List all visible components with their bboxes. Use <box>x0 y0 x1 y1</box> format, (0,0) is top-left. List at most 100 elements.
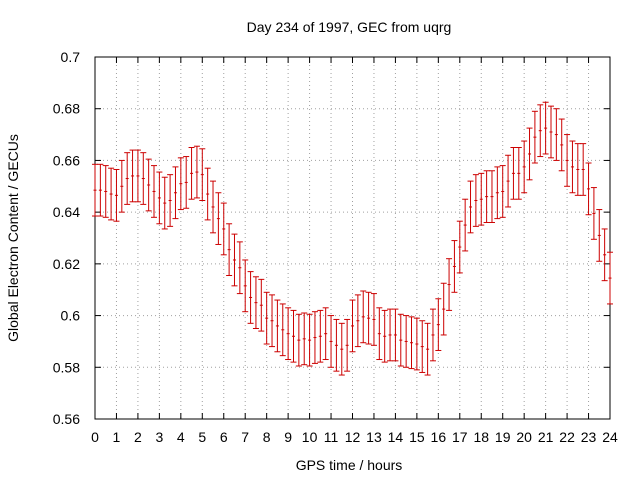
chart-title: Day 234 of 1997, GEC from uqrg <box>247 19 452 35</box>
x-tick-label: 12 <box>345 429 361 445</box>
x-tick-label: 1 <box>113 429 121 445</box>
x-tick-label: 6 <box>220 429 228 445</box>
error-bar-point <box>564 134 571 187</box>
error-bar-point <box>295 313 302 367</box>
error-bar-point <box>349 299 356 353</box>
x-tick-label: 19 <box>495 429 511 445</box>
error-bar-point <box>467 180 474 234</box>
y-axis-label: Global Electron Content / GECUs <box>5 134 21 342</box>
error-bar-point <box>263 291 270 345</box>
error-bar-point <box>537 104 544 158</box>
error-bar-point <box>269 294 276 348</box>
error-bar-point <box>376 307 383 361</box>
error-bar-point <box>193 145 200 199</box>
error-bar-point <box>451 240 458 293</box>
x-tick-label: 3 <box>155 429 163 445</box>
error-bar-point <box>440 282 447 336</box>
error-bar-point <box>129 149 136 203</box>
error-bar-point <box>161 176 168 230</box>
error-bar-point <box>494 166 501 220</box>
x-tick-label: 8 <box>263 429 271 445</box>
tick-labels: 0 1 2 3 4 5 6 7 8 9 10 11 12 13 14 15 16 17 18 19 20 21 22 23 24… <box>53 49 618 445</box>
error-bar-point <box>317 309 324 363</box>
error-bar-point <box>413 317 420 371</box>
error-bar-point <box>151 165 158 218</box>
error-bar-point <box>397 313 404 367</box>
error-bar-point <box>285 307 292 361</box>
x-tick-label: 7 <box>241 429 249 445</box>
x-tick-label: 2 <box>134 429 142 445</box>
error-bar-point <box>156 171 163 225</box>
error-bar-point <box>531 110 538 164</box>
y-tick-label: 0.66 <box>53 152 80 168</box>
error-bar-point <box>483 170 490 223</box>
y-tick-label: 0.62 <box>53 256 80 272</box>
error-bar-point <box>274 299 281 353</box>
error-bar-point <box>113 168 120 222</box>
error-bar-point <box>220 202 227 256</box>
y-tick-label: 0.68 <box>53 101 80 117</box>
error-bar-point <box>134 149 141 203</box>
error-bar-point <box>435 298 442 351</box>
y-tick-label: 0.6 <box>61 308 81 324</box>
error-bar-point <box>258 278 265 332</box>
error-bar-point <box>462 198 469 252</box>
error-bar-point <box>92 163 98 217</box>
error-bar-point <box>140 152 147 205</box>
error-bar-point <box>344 318 351 372</box>
error-bar-point <box>370 293 377 346</box>
error-bar-point <box>306 313 313 367</box>
x-tick-label: 13 <box>366 429 382 445</box>
x-tick-label: 20 <box>516 429 532 445</box>
y-tick-label: 0.7 <box>61 49 81 65</box>
x-tick-label: 0 <box>91 429 99 445</box>
error-bar-point <box>499 165 506 218</box>
error-bar-point <box>247 271 254 324</box>
error-bar-point <box>118 159 125 213</box>
error-bar-point <box>521 140 528 194</box>
x-tick-label: 22 <box>559 429 575 445</box>
error-bar-point <box>547 105 554 159</box>
error-bar-point <box>236 241 243 295</box>
x-tick-label: 24 <box>602 429 618 445</box>
error-bar-point <box>392 308 399 362</box>
error-bar-point <box>558 118 565 172</box>
error-bar-point <box>322 307 329 361</box>
error-bar-point <box>183 156 190 209</box>
x-tick-label: 9 <box>284 429 292 445</box>
error-bar-point <box>408 316 415 370</box>
error-bar-point <box>505 154 512 208</box>
error-bar-point <box>596 209 603 262</box>
gec-series <box>92 101 613 376</box>
error-bar-point <box>290 309 297 363</box>
error-bar-point <box>172 166 179 220</box>
error-bar-point <box>167 174 174 227</box>
x-axis-label: GPS time / hours <box>296 457 403 473</box>
error-bar-point <box>279 303 286 357</box>
error-bar-point <box>354 294 361 348</box>
x-tick-label: 15 <box>409 429 425 445</box>
error-bar-point <box>177 157 184 211</box>
error-bar-point <box>429 308 436 362</box>
y-tick-label: 0.64 <box>53 204 80 220</box>
error-bar-point <box>301 312 308 366</box>
error-bar-point <box>574 143 581 196</box>
error-bar-point <box>108 167 115 221</box>
error-bar-point <box>403 315 410 368</box>
error-bar-point <box>590 187 597 240</box>
error-bar-point <box>97 163 104 217</box>
error-bar-point <box>607 251 613 305</box>
error-bar-point <box>124 152 131 205</box>
x-tick-label: 18 <box>473 429 489 445</box>
x-tick-label: 23 <box>581 429 597 445</box>
error-bar-point <box>102 165 109 218</box>
error-bar-point <box>446 258 453 311</box>
error-bar-point <box>488 170 495 223</box>
x-tick-label: 17 <box>452 429 468 445</box>
error-bar-point <box>580 143 587 196</box>
error-bar-point <box>515 147 522 200</box>
error-bar-point <box>311 311 318 364</box>
x-tick-label: 16 <box>431 429 447 445</box>
error-bar-point <box>387 308 394 362</box>
y-tick-label: 0.58 <box>53 359 80 375</box>
